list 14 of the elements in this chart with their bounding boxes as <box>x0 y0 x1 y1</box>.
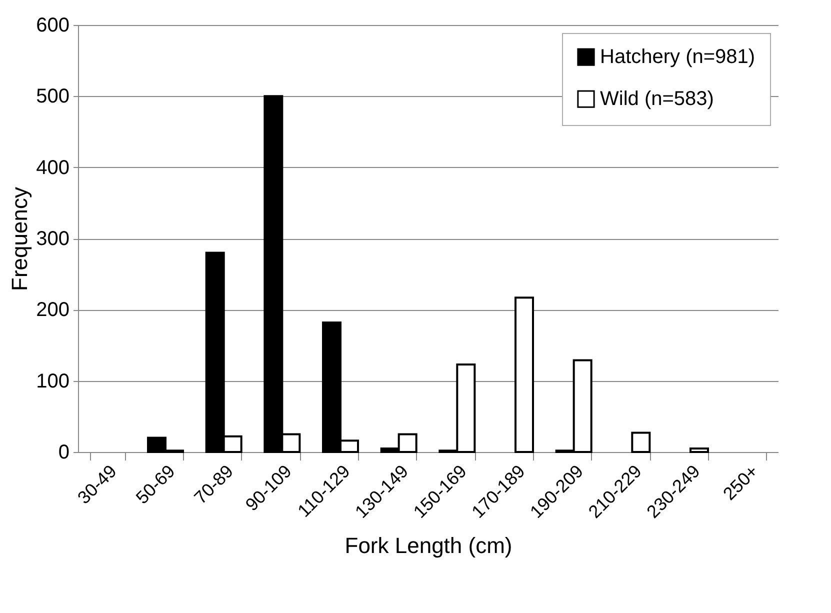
legend-label: Wild (n=583) <box>600 88 714 110</box>
x-axis-title: Fork Length (cm) <box>344 532 512 558</box>
bar <box>631 432 651 453</box>
y-tick-label: 400 <box>36 156 70 179</box>
y-tick-label: 600 <box>36 14 70 36</box>
y-tick-label: 100 <box>36 370 70 392</box>
y-axis-title: Frequency <box>7 187 32 291</box>
y-tick-label: 200 <box>36 299 70 322</box>
bar <box>690 447 709 453</box>
legend-label: Hatchery (n=981) <box>600 46 756 68</box>
y-tick-label: 300 <box>36 228 70 250</box>
bar <box>514 296 534 453</box>
y-tick-label: 0 <box>58 442 70 464</box>
y-tick-label: 500 <box>36 86 70 108</box>
